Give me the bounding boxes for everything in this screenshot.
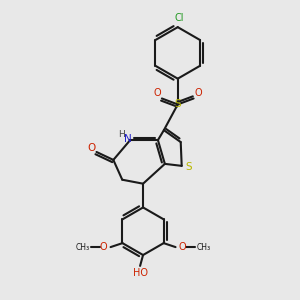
Text: O: O	[153, 88, 161, 98]
Text: S: S	[185, 162, 192, 172]
Text: S: S	[174, 99, 181, 110]
Text: N: N	[124, 134, 132, 144]
Text: CH₃: CH₃	[76, 243, 90, 252]
Text: CH₃: CH₃	[196, 243, 210, 252]
Text: HO: HO	[133, 268, 148, 278]
Text: O: O	[195, 88, 203, 98]
Text: O: O	[100, 242, 107, 252]
Text: O: O	[87, 143, 96, 153]
Text: Cl: Cl	[175, 13, 184, 23]
Text: H: H	[118, 130, 124, 139]
Text: O: O	[179, 242, 186, 252]
